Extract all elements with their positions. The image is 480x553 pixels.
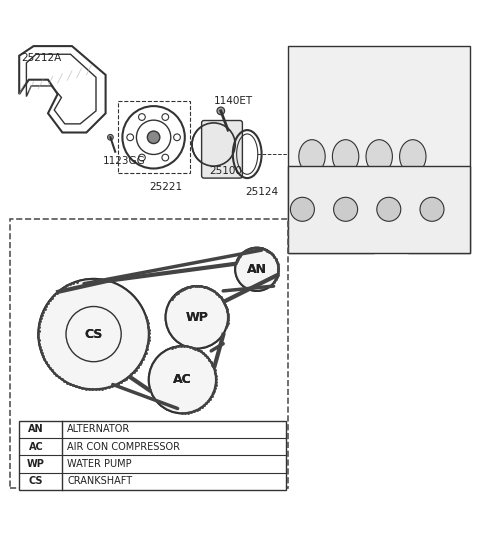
Circle shape: [147, 131, 160, 144]
Text: 1123GG: 1123GG: [103, 156, 146, 166]
Circle shape: [166, 286, 228, 348]
Circle shape: [38, 279, 149, 389]
Text: CS: CS: [84, 327, 103, 341]
Text: AC: AC: [29, 442, 43, 452]
Text: WP: WP: [27, 459, 45, 469]
Text: CS: CS: [84, 327, 103, 341]
Bar: [288, 166, 470, 253]
Text: WATER PUMP: WATER PUMP: [67, 459, 132, 469]
Circle shape: [166, 286, 228, 348]
Text: WP: WP: [185, 311, 208, 324]
Text: AC: AC: [173, 373, 192, 386]
Text: ALTERNATOR: ALTERNATOR: [67, 424, 131, 434]
Circle shape: [420, 197, 444, 221]
Text: AC: AC: [173, 373, 192, 386]
Ellipse shape: [332, 140, 359, 173]
FancyBboxPatch shape: [202, 121, 242, 178]
Circle shape: [235, 248, 278, 291]
Circle shape: [127, 134, 133, 140]
Text: 25124: 25124: [245, 187, 278, 197]
Text: WP: WP: [185, 311, 208, 324]
Text: 25221: 25221: [149, 182, 182, 192]
Circle shape: [290, 197, 314, 221]
Bar: [19, 420, 286, 490]
Text: AIR CON COMPRESSOR: AIR CON COMPRESSOR: [67, 442, 180, 452]
Circle shape: [149, 346, 216, 413]
Text: AN: AN: [28, 424, 44, 434]
Circle shape: [108, 134, 113, 140]
Text: 1140ET: 1140ET: [214, 96, 253, 106]
Circle shape: [217, 107, 225, 114]
Circle shape: [377, 197, 401, 221]
PathPatch shape: [288, 46, 470, 253]
Text: CS: CS: [29, 476, 43, 487]
Circle shape: [334, 197, 358, 221]
Ellipse shape: [299, 140, 325, 173]
Ellipse shape: [399, 140, 426, 173]
Ellipse shape: [366, 140, 393, 173]
Circle shape: [149, 346, 216, 413]
Text: 25212A: 25212A: [22, 53, 62, 63]
Circle shape: [139, 154, 145, 161]
Circle shape: [139, 114, 145, 121]
Circle shape: [162, 154, 168, 161]
Circle shape: [235, 248, 278, 291]
Text: AN: AN: [247, 263, 267, 276]
Circle shape: [162, 114, 168, 121]
Bar: [10, 219, 288, 488]
Text: 25100: 25100: [209, 166, 241, 176]
Text: AN: AN: [247, 263, 267, 276]
Circle shape: [203, 134, 225, 155]
Circle shape: [38, 279, 149, 389]
Bar: [118, 101, 190, 173]
Circle shape: [174, 134, 180, 140]
Text: CRANKSHAFT: CRANKSHAFT: [67, 476, 132, 487]
